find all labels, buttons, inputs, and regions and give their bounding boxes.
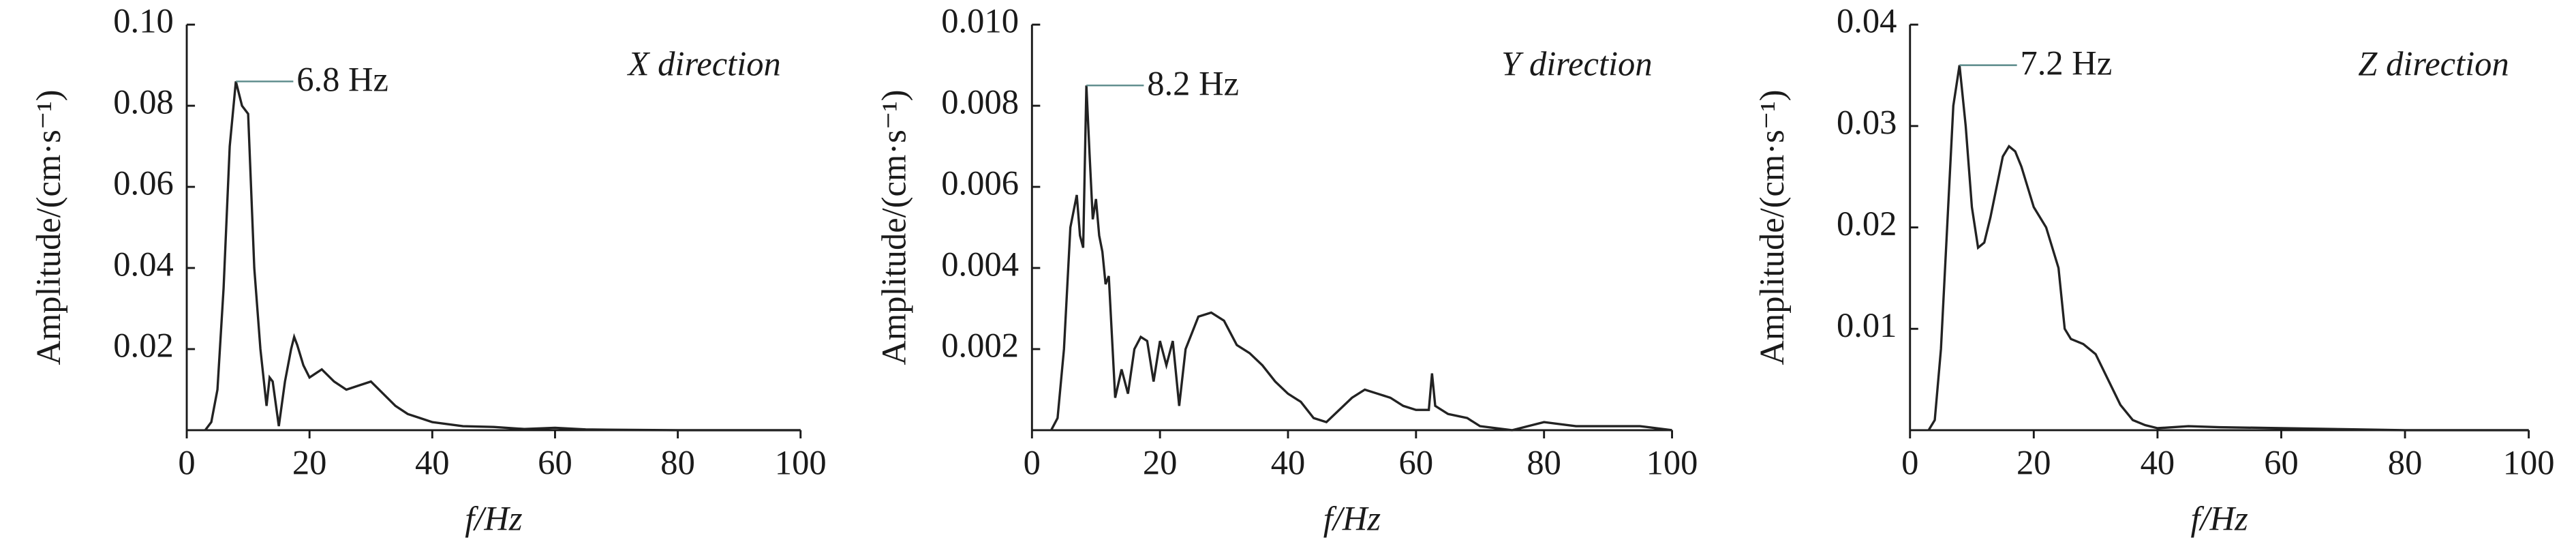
x-tick-label: 100 <box>1646 444 1698 482</box>
x-tick-label: 60 <box>2264 444 2299 482</box>
x-tick-label: 0 <box>1901 444 1918 482</box>
x-tick-label: 40 <box>1271 444 1306 482</box>
y-tick-label: 0.02 <box>113 327 173 365</box>
y-axis-label: Amplitude/(cm·s⁻¹) <box>874 89 913 365</box>
x-tick-label: 80 <box>1527 444 1561 482</box>
x-tick-label: 40 <box>2141 444 2175 482</box>
y-tick-label: 0.004 <box>941 245 1019 284</box>
y-tick-label: 0.10 <box>113 2 173 40</box>
y-tick-label: 0.01 <box>1837 306 1897 344</box>
y-tick-label: 0.006 <box>941 164 1019 202</box>
y-tick-label: 0.04 <box>1837 2 1897 40</box>
spectrum-line <box>204 80 801 432</box>
chart-panel: 0.02 0.04 0.06 0.08 0.10 0 20 40 60 80 100 f/Hz Ampl… <box>29 2 826 538</box>
x-tick-label: 0 <box>1024 444 1041 482</box>
x-axis-label: f/Hz <box>1323 499 1381 537</box>
peak-label: 6.8 Hz <box>296 60 388 98</box>
y-tick-label: 0.010 <box>941 2 1019 40</box>
direction-label: X direction <box>627 44 781 82</box>
x-tick-label: 20 <box>2017 444 2051 482</box>
spectrum-line <box>1049 85 1672 432</box>
y-tick-label: 0.002 <box>941 327 1019 365</box>
y-tick-label: 0.06 <box>113 164 173 202</box>
y-tick-label: 0.02 <box>1837 205 1897 243</box>
x-axis-label: f/Hz <box>2191 499 2249 537</box>
x-tick-label: 40 <box>415 444 450 482</box>
direction-label: Z direction <box>2358 44 2509 82</box>
spectrum-line <box>1927 65 2529 432</box>
y-tick-label: 0.03 <box>1837 103 1897 141</box>
x-axis-label: f/Hz <box>465 499 523 537</box>
y-tick-label: 0.04 <box>113 245 173 284</box>
y-axis-label: Amplitude/(cm·s⁻¹) <box>1753 89 1791 365</box>
chart-panel: 0.002 0.004 0.006 0.008 0.010 0 20 40 60 80 100 f/H… <box>874 2 1698 538</box>
x-tick-label: 60 <box>538 444 572 482</box>
x-tick-label: 80 <box>2388 444 2423 482</box>
peak-label: 7.2 Hz <box>2020 44 2112 82</box>
x-tick-label: 100 <box>2503 444 2555 482</box>
y-tick-label: 0.008 <box>941 83 1019 121</box>
peak-label: 8.2 Hz <box>1147 64 1239 102</box>
x-tick-label: 20 <box>1143 444 1178 482</box>
x-tick-label: 0 <box>178 444 195 482</box>
chart-panel: 0.01 0.02 0.03 0.04 0 20 40 60 80 100 f/Hz Amplitud… <box>1753 2 2555 538</box>
direction-label: Y direction <box>1501 44 1652 82</box>
x-tick-label: 20 <box>292 444 327 482</box>
y-axis-label: Amplitude/(cm·s⁻¹) <box>29 89 67 365</box>
x-tick-label: 80 <box>660 444 695 482</box>
x-tick-label: 60 <box>1399 444 1434 482</box>
y-tick-label: 0.08 <box>113 83 173 121</box>
x-tick-label: 100 <box>775 444 827 482</box>
